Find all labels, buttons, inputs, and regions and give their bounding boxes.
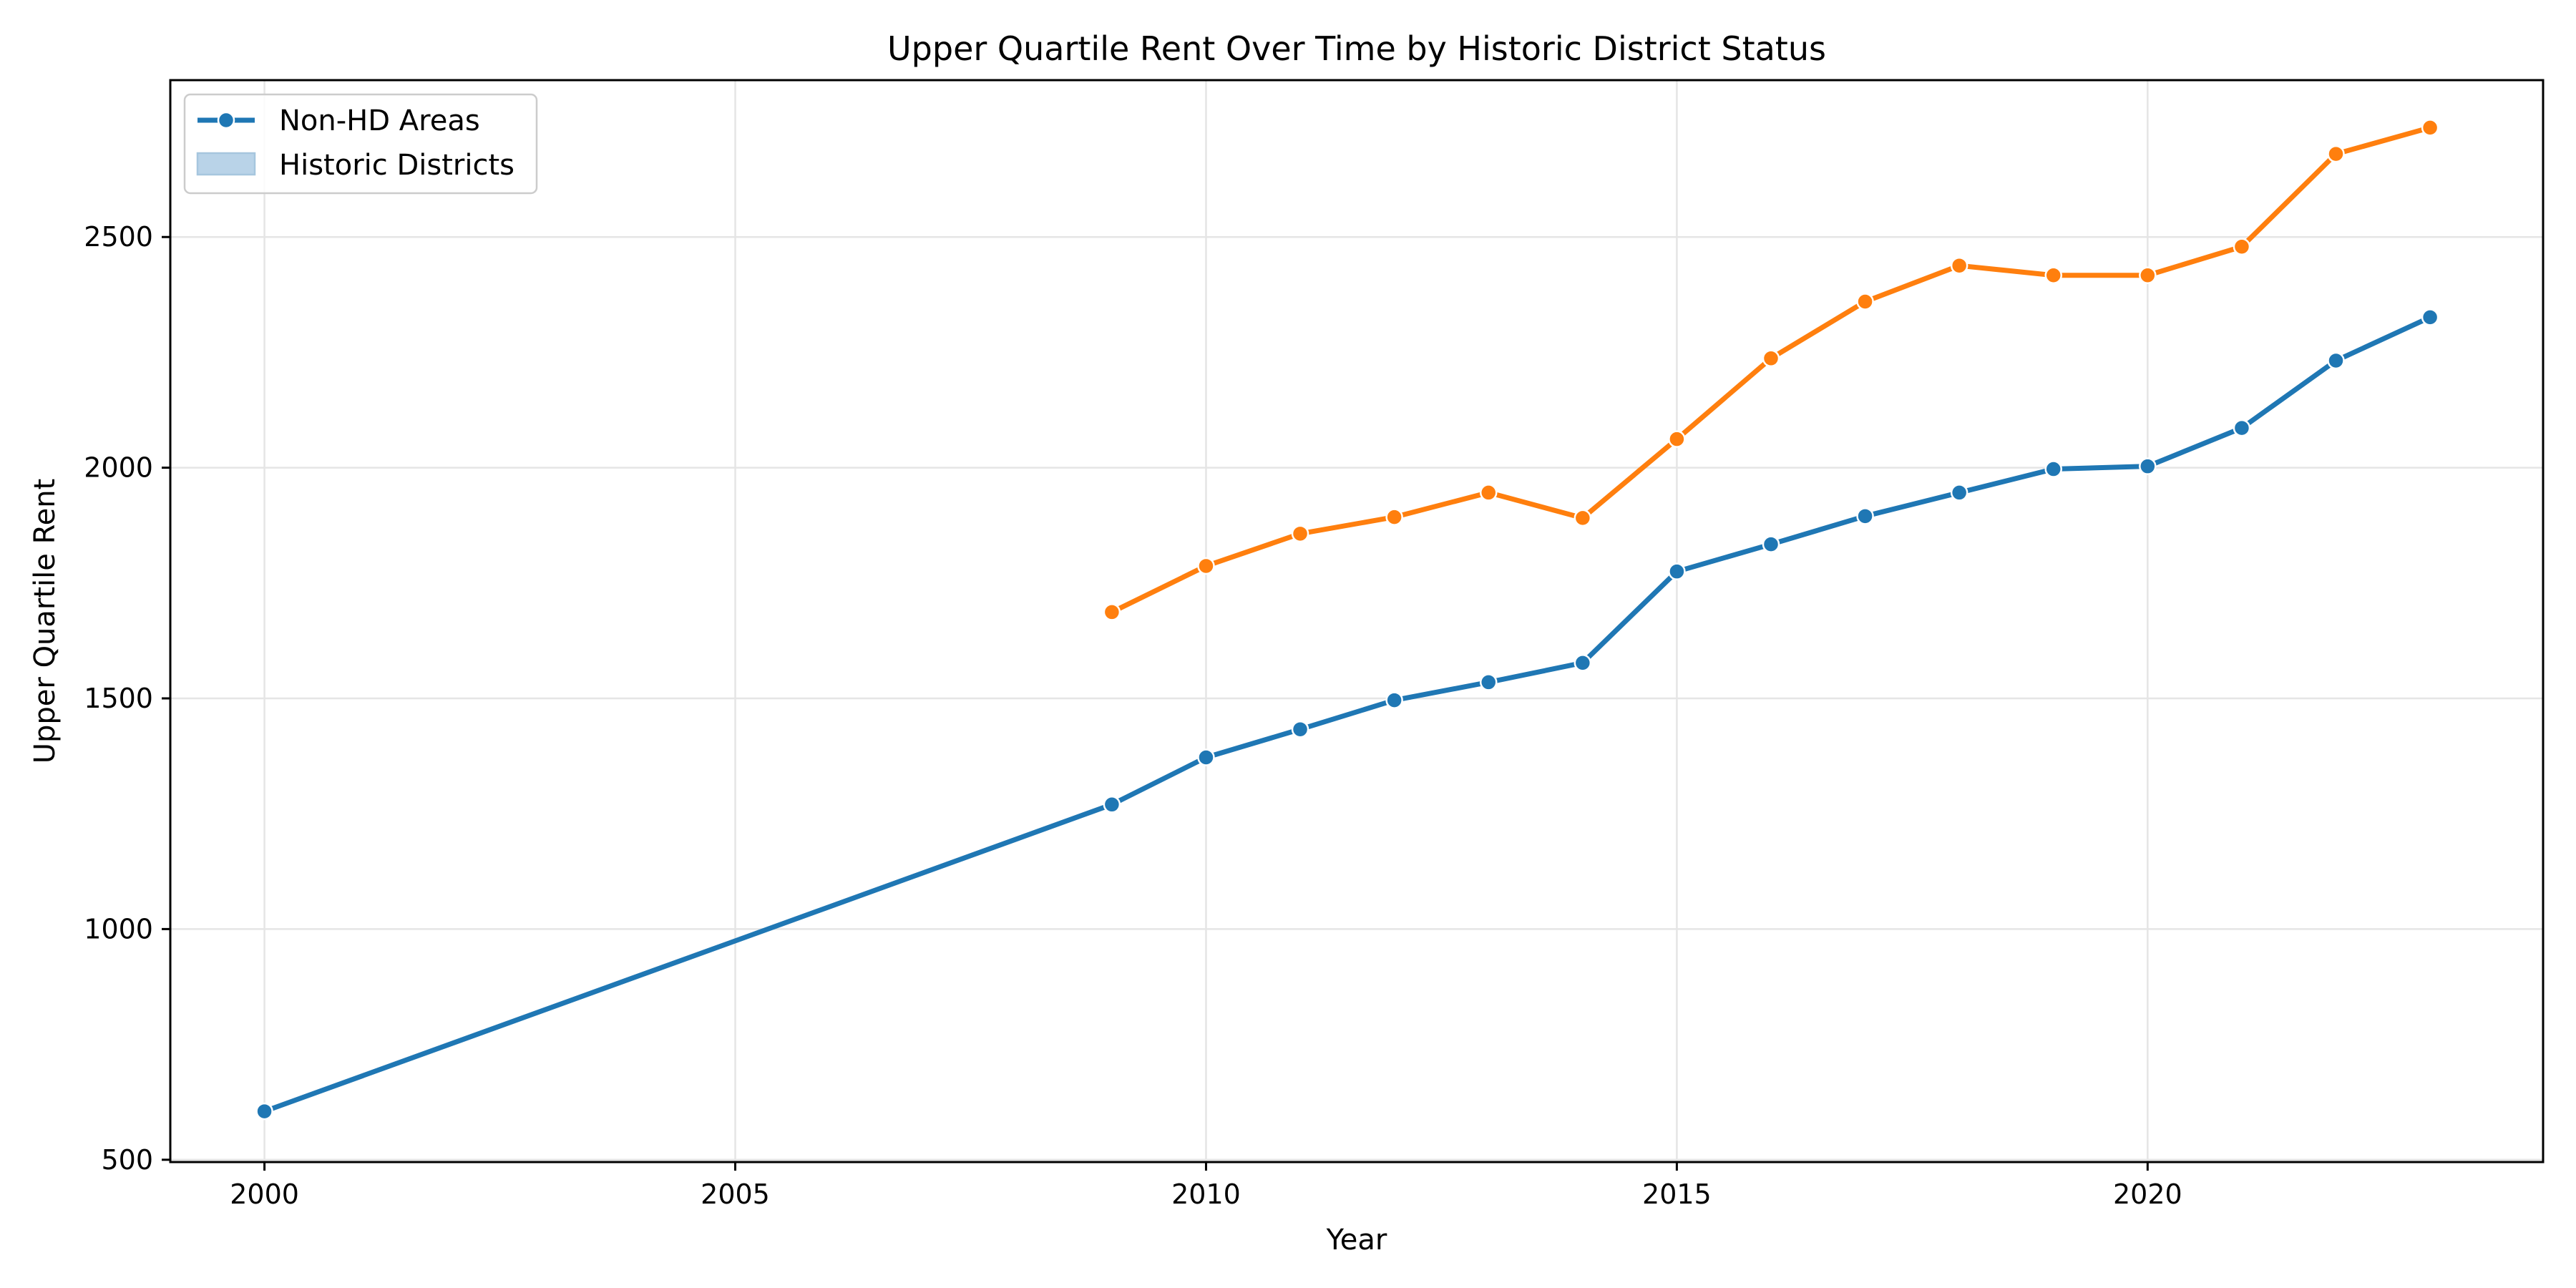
legend: Non-HD Areas Historic Districts (183, 93, 538, 195)
y-tick-label: 2500 (84, 221, 153, 253)
x-tick-label: 2000 (230, 1179, 299, 1210)
axis-ticks: 2000 2005 2010 2015 2020 500 1000 1500 2000 2500 (84, 221, 2182, 1210)
series-0 (255, 308, 2439, 1121)
data-point (1385, 508, 1403, 526)
data-point (1197, 748, 1215, 766)
data-point (1291, 525, 1309, 543)
grid (170, 80, 2543, 1162)
data-point (1385, 691, 1403, 709)
data-point (1762, 349, 1780, 368)
data-point (1479, 484, 1498, 502)
data-point (2139, 266, 2157, 284)
data-point (1668, 430, 1686, 448)
data-point (1856, 293, 1874, 311)
y-tick-label: 500 (101, 1144, 153, 1176)
data-point (1574, 654, 1592, 672)
data-point (1103, 796, 1121, 814)
data-point (1950, 484, 1968, 502)
data-point (2421, 308, 2439, 326)
series-line (262, 314, 2433, 1114)
legend-label-historic: Historic Districts (279, 149, 514, 182)
data-point (1762, 535, 1780, 553)
legend-marker-non-hd (217, 111, 235, 130)
data-point (2139, 457, 2157, 475)
plot-frame (169, 79, 2545, 1163)
data-point (1574, 509, 1592, 527)
series-1 (1103, 119, 2439, 621)
x-tick-label: 2005 (701, 1179, 770, 1210)
data-point (1291, 720, 1309, 738)
data-point (1668, 562, 1686, 580)
data-point (1856, 507, 1874, 525)
x-tick-label: 2015 (1642, 1179, 1712, 1210)
data-point (2327, 145, 2345, 163)
legend-patch-historic (196, 152, 256, 176)
data-point (1197, 557, 1215, 575)
y-tick-label: 1500 (84, 683, 153, 714)
data-point (2233, 238, 2251, 256)
chart-title: Upper Quartile Rent Over Time by Histori… (887, 29, 1826, 68)
x-axis-label: Year (1326, 1224, 1387, 1257)
legend-label-non-hd: Non-HD Areas (279, 104, 480, 137)
data-point (1103, 603, 1121, 621)
data-point (2233, 419, 2251, 437)
x-tick-label: 2020 (2113, 1179, 2182, 1210)
data-point (2044, 460, 2062, 478)
y-tick-label: 1000 (84, 913, 153, 945)
data-point (1479, 673, 1498, 691)
series-layer (255, 119, 2439, 1121)
data-point (255, 1102, 273, 1121)
data-point (2044, 266, 2062, 284)
y-axis-label: Upper Quartile Rent (29, 479, 62, 764)
y-tick-label: 2000 (84, 452, 153, 484)
x-tick-label: 2010 (1171, 1179, 1241, 1210)
legend-box (183, 93, 538, 195)
data-point (2421, 119, 2439, 137)
data-point (2327, 351, 2345, 370)
data-point (1950, 256, 1968, 275)
